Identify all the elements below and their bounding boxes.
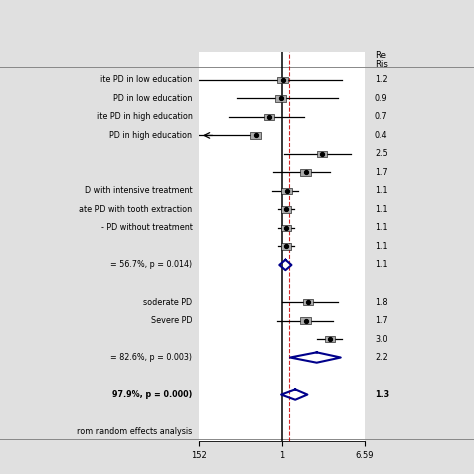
Text: D with intensive treatment: D with intensive treatment <box>85 186 192 195</box>
Text: 1.8: 1.8 <box>375 298 387 307</box>
Text: 1.1: 1.1 <box>375 205 387 214</box>
Bar <box>317 151 328 157</box>
Bar <box>303 299 313 305</box>
Bar <box>275 95 286 102</box>
Text: - PD without treatment: - PD without treatment <box>100 223 192 232</box>
Text: 1.1: 1.1 <box>375 242 387 251</box>
Text: ite PD in low education: ite PD in low education <box>100 75 192 84</box>
Text: 2.5: 2.5 <box>375 149 388 158</box>
Text: 1.2: 1.2 <box>375 75 388 84</box>
Text: PD in low education: PD in low education <box>113 94 192 103</box>
Text: 2.2: 2.2 <box>375 353 388 362</box>
Text: ite PD in high education: ite PD in high education <box>97 112 192 121</box>
Text: 0.7: 0.7 <box>375 112 388 121</box>
Text: = 56.7%, p = 0.014): = 56.7%, p = 0.014) <box>110 261 192 270</box>
Text: PD in high education: PD in high education <box>109 131 192 140</box>
Text: 1.1: 1.1 <box>375 261 387 270</box>
Bar <box>281 243 291 250</box>
Bar <box>325 336 335 342</box>
Text: Ris: Ris <box>375 60 388 69</box>
Text: 1.1: 1.1 <box>375 223 387 232</box>
Text: 3.0: 3.0 <box>375 335 387 344</box>
Bar <box>264 114 274 120</box>
Text: rom random effects analysis: rom random effects analysis <box>77 427 192 436</box>
Bar <box>277 77 288 83</box>
Bar <box>300 317 311 324</box>
Text: ate PD with tooth extraction: ate PD with tooth extraction <box>79 205 192 214</box>
Bar <box>281 225 291 231</box>
Bar <box>300 169 311 176</box>
Text: Re: Re <box>375 51 386 60</box>
Text: 0.9: 0.9 <box>375 94 388 103</box>
Text: 0.4: 0.4 <box>375 131 387 140</box>
Text: soderate PD: soderate PD <box>143 298 192 307</box>
Bar <box>282 188 292 194</box>
Text: 1.3: 1.3 <box>375 390 389 399</box>
Bar <box>281 206 291 213</box>
Text: 1.7: 1.7 <box>375 316 388 325</box>
Text: 97.9%, p = 0.000): 97.9%, p = 0.000) <box>112 390 192 399</box>
Text: 1.7: 1.7 <box>375 168 388 177</box>
Text: 1.1: 1.1 <box>375 186 387 195</box>
Text: = 82.6%, p = 0.003): = 82.6%, p = 0.003) <box>110 353 192 362</box>
Text: Severe PD: Severe PD <box>151 316 192 325</box>
Bar <box>250 132 261 139</box>
